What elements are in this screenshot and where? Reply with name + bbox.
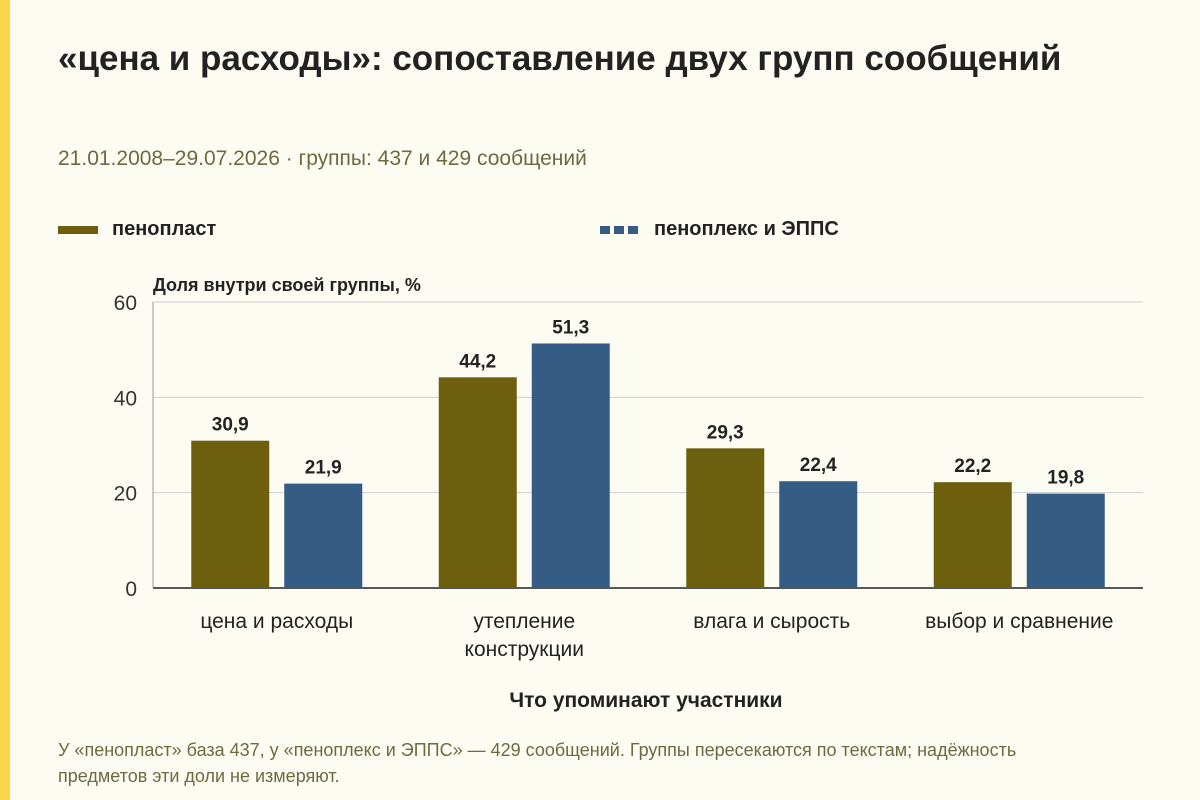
data-label-s0-c0: 30,9 bbox=[212, 415, 249, 436]
y-tick-label-0: 0 bbox=[125, 578, 137, 601]
bar-s0-c1 bbox=[438, 377, 517, 588]
bar-s1-c0 bbox=[284, 483, 363, 588]
legend-item-penopleks: пеноплекс и ЭППС bbox=[600, 218, 839, 241]
data-label-s1-c2: 22,4 bbox=[800, 455, 837, 476]
x-tick-label-2-0: влага и сырость bbox=[693, 610, 850, 633]
bar-s1-c2 bbox=[779, 481, 858, 588]
legend-label-penopleks: пеноплекс и ЭППС bbox=[654, 218, 839, 240]
chart-subtitle: 21.01.2008–29.07.2026 · группы: 437 и 42… bbox=[58, 147, 587, 170]
data-label-s1-c3: 19,8 bbox=[1047, 468, 1084, 489]
data-label-s0-c2: 29,3 bbox=[707, 422, 744, 443]
x-tick-label-1-0: утепление bbox=[473, 610, 575, 633]
x-tick-label-0-0: цена и расходы bbox=[200, 610, 353, 633]
y-axis-label: Доля внутри своей группы, % bbox=[153, 275, 421, 295]
y-tick-label-40: 40 bbox=[114, 387, 137, 410]
bar-chart: Доля внутри своей группы, % 0 20 40 60 30,9 21… bbox=[114, 275, 1143, 712]
bar-s0-c3 bbox=[933, 482, 1012, 588]
bar-s0-c0 bbox=[191, 440, 270, 588]
legend-item-penoplast: пенопласт bbox=[58, 218, 216, 241]
bar-s0-c2 bbox=[686, 448, 765, 588]
accent-bar bbox=[0, 0, 10, 800]
data-label-s1-c0: 21,9 bbox=[305, 458, 342, 479]
chart-title: «цена и расходы»: сопоставление двух гру… bbox=[58, 39, 1062, 78]
data-label-s0-c1: 44,2 bbox=[459, 351, 496, 372]
y-tick-label-20: 20 bbox=[114, 483, 137, 506]
y-tick-label-60: 60 bbox=[114, 292, 137, 315]
x-axis-label: Что упоминают участники bbox=[509, 689, 782, 712]
data-label-s0-c3: 22,2 bbox=[954, 456, 991, 477]
bar-s1-c3 bbox=[1026, 493, 1105, 588]
x-tick-label-1-1: конструкции bbox=[465, 638, 584, 661]
legend-swatch-penoplast bbox=[58, 225, 98, 234]
legend-label-penoplast: пенопласт bbox=[112, 218, 217, 240]
x-tick-label-3-0: выбор и сравнение bbox=[925, 610, 1113, 633]
footnote: У «пенопласт» база 437, у «пеноплекс и Э… bbox=[58, 740, 1017, 786]
legend-swatch-penopleks bbox=[600, 225, 640, 234]
bar-s1-c1 bbox=[531, 343, 610, 588]
data-label-s1-c1: 51,3 bbox=[552, 317, 589, 338]
legend: пенопласт пеноплекс и ЭППС bbox=[0, 218, 1200, 248]
